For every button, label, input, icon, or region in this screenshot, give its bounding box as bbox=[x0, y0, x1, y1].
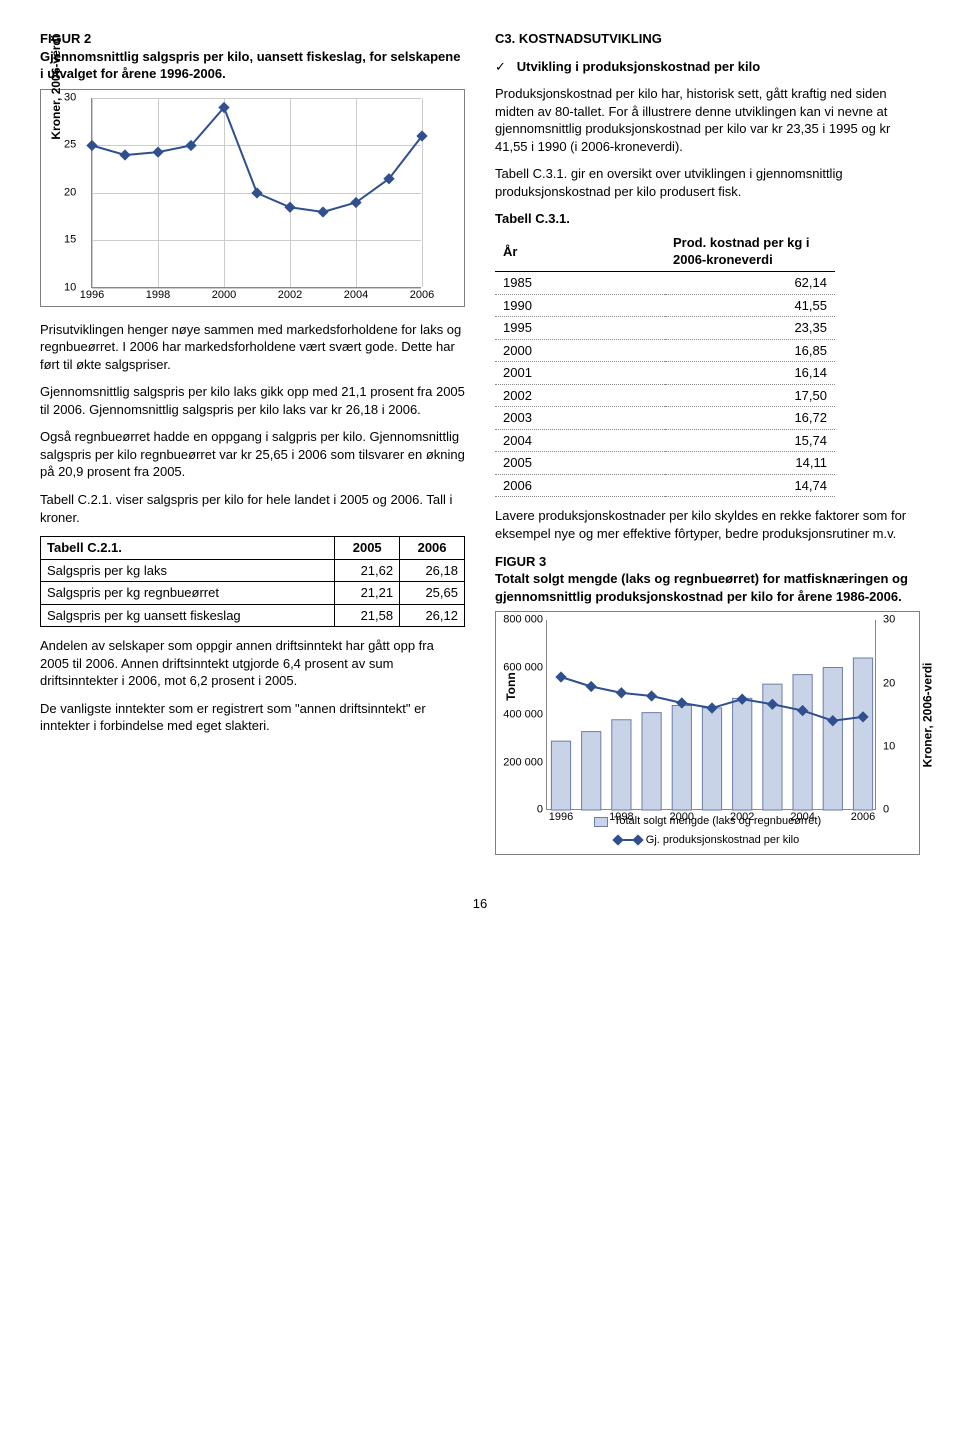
figure2-xtick: 2002 bbox=[278, 288, 302, 303]
table-c31-cell: 2006 bbox=[495, 474, 665, 497]
table-c31-cell: 2002 bbox=[495, 384, 665, 407]
table-c21-header: 2005 bbox=[335, 537, 400, 560]
table-c31-cell: 2004 bbox=[495, 429, 665, 452]
left-para4: Tabell C.2.1. viser salgspris per kilo f… bbox=[40, 491, 465, 526]
legend-swatch-line-icon bbox=[616, 839, 640, 841]
table-c31-cell: 16,14 bbox=[665, 362, 835, 385]
figure3-desc: Totalt solgt mengde (laks og regnbueørre… bbox=[495, 571, 908, 604]
figure2-title: FIGUR 2 Gjennomsnittlig salgspris per ki… bbox=[40, 30, 465, 83]
table-c31-cell: 2003 bbox=[495, 407, 665, 430]
figure3-ytick-right: 20 bbox=[883, 676, 895, 691]
figure2-xtick: 1996 bbox=[80, 288, 104, 303]
figure3-xtick: 1998 bbox=[609, 810, 633, 825]
figure2-xtick: 2006 bbox=[410, 288, 434, 303]
check-icon: ✓ bbox=[495, 59, 513, 74]
legend-line-text: Gj. produksjonskostnad per kilo bbox=[646, 833, 799, 848]
figure3-xtick: 2006 bbox=[851, 810, 875, 825]
table-c21-header: 2006 bbox=[400, 537, 465, 560]
table-c21-cell: 26,18 bbox=[400, 559, 465, 582]
table-c31-cell: 41,55 bbox=[665, 294, 835, 317]
left-para1: Prisutviklingen henger nøye sammen med m… bbox=[40, 321, 465, 374]
figure3-ytick-right: 0 bbox=[883, 803, 889, 818]
figure2-ytick: 15 bbox=[64, 233, 76, 248]
page-number: 16 bbox=[40, 895, 920, 913]
figure3-xtick: 2000 bbox=[670, 810, 694, 825]
grid-line bbox=[92, 288, 421, 289]
figure3-ytick-right: 30 bbox=[883, 613, 895, 628]
table-c31-cell: 1990 bbox=[495, 294, 665, 317]
legend-swatch-bars-icon bbox=[594, 817, 608, 827]
right-column: C3. KOSTNADSUTVIKLING ✓ Utvikling i prod… bbox=[495, 20, 920, 869]
figure3-label: FIGUR 3 bbox=[495, 554, 546, 569]
table-c31-cell: 14,11 bbox=[665, 452, 835, 475]
table-c31-cell: 2001 bbox=[495, 362, 665, 385]
table-c31-cell: 15,74 bbox=[665, 429, 835, 452]
left-para5: Andelen av selskaper som oppgir annen dr… bbox=[40, 637, 465, 690]
table-c21-cell: 26,12 bbox=[400, 604, 465, 627]
figure2-xtick: 2000 bbox=[212, 288, 236, 303]
figure3-xtick: 2002 bbox=[730, 810, 754, 825]
figure3-xtick: 1996 bbox=[549, 810, 573, 825]
grid-line bbox=[422, 98, 423, 287]
table-c31-header: År bbox=[495, 232, 665, 272]
table-c31-cell: 1985 bbox=[495, 272, 665, 295]
figure2-ytick: 10 bbox=[64, 280, 76, 295]
table-c21-cell: 21,62 bbox=[335, 559, 400, 582]
left-para2: Gjennomsnittlig salgspris per kilo laks … bbox=[40, 383, 465, 418]
table-c31-cell: 2000 bbox=[495, 339, 665, 362]
figure3-ytick-right: 10 bbox=[883, 739, 895, 754]
table-c31-cell: 62,14 bbox=[665, 272, 835, 295]
figure2-ytick: 30 bbox=[64, 90, 76, 105]
figure2-ytick: 20 bbox=[64, 185, 76, 200]
table-c31: ÅrProd. kostnad per kg i 2006-kroneverdi… bbox=[495, 232, 835, 498]
c3-bullet-text: Utvikling i produksjonskostnad per kilo bbox=[517, 59, 760, 74]
figure3-chart: TonnKroner, 2006-verdi0200 000400 000600… bbox=[495, 611, 920, 855]
c3-heading: C3. KOSTNADSUTVIKLING bbox=[495, 30, 920, 48]
table-c31-cell: 2005 bbox=[495, 452, 665, 475]
figure3-plot-area: TonnKroner, 2006-verdi0200 000400 000600… bbox=[546, 620, 876, 810]
table-c31-header: Prod. kostnad per kg i 2006-kroneverdi bbox=[665, 232, 835, 272]
table-c21: Tabell C.2.1.20052006 Salgspris per kg l… bbox=[40, 536, 465, 627]
figure3-ytick-left: 800 000 bbox=[495, 613, 543, 628]
figure3-legend-line: Gj. produksjonskostnad per kilo bbox=[506, 833, 909, 848]
figure2-xtick: 1998 bbox=[146, 288, 170, 303]
figure3-ylabel-right: Kroner, 2006-verdi bbox=[920, 662, 936, 767]
table-c31-title: Tabell C.3.1. bbox=[495, 210, 920, 228]
figure3-xtick: 2004 bbox=[790, 810, 814, 825]
table-c31-cell: 1995 bbox=[495, 317, 665, 340]
figure2-xtick: 2004 bbox=[344, 288, 368, 303]
table-c21-cell: Salgspris per kg uansett fiskeslag bbox=[41, 604, 335, 627]
table-c21-cell: 21,58 bbox=[335, 604, 400, 627]
table-c21-cell: 21,21 bbox=[335, 582, 400, 605]
figure2-desc: Gjennomsnittlig salgspris per kilo, uans… bbox=[40, 49, 460, 82]
figure2-plot-area: Kroner, 2006-verdi1015202530199619982000… bbox=[91, 98, 421, 288]
figure2-ylabel: Kroner, 2006-verdi bbox=[48, 35, 64, 140]
figure2-ytick: 25 bbox=[64, 138, 76, 153]
figure3-ytick-left: 200 000 bbox=[495, 755, 543, 770]
figure3-ytick-left: 600 000 bbox=[495, 660, 543, 675]
right-para3: Lavere produksjonskostnader per kilo sky… bbox=[495, 507, 920, 542]
table-c31-cell: 14,74 bbox=[665, 474, 835, 497]
table-c21-header: Tabell C.2.1. bbox=[41, 537, 335, 560]
figure3-title: FIGUR 3 Totalt solgt mengde (laks og reg… bbox=[495, 553, 920, 606]
figure3-ytick-left: 0 bbox=[495, 803, 543, 818]
table-c31-cell: 16,85 bbox=[665, 339, 835, 362]
figure3-ytick-left: 400 000 bbox=[495, 708, 543, 723]
left-para6: De vanligste inntekter som er registrert… bbox=[40, 700, 465, 735]
table-c21-cell: 25,65 bbox=[400, 582, 465, 605]
right-para2: Tabell C.3.1. gir en oversikt over utvik… bbox=[495, 165, 920, 200]
table-c21-cell: Salgspris per kg laks bbox=[41, 559, 335, 582]
left-para3: Også regnbueørret hadde en oppgang i sal… bbox=[40, 428, 465, 481]
c3-bullet: ✓ Utvikling i produksjonskostnad per kil… bbox=[495, 58, 920, 76]
table-c21-cell: Salgspris per kg regnbueørret bbox=[41, 582, 335, 605]
table-c31-cell: 17,50 bbox=[665, 384, 835, 407]
table-c31-cell: 16,72 bbox=[665, 407, 835, 430]
left-column: FIGUR 2 Gjennomsnittlig salgspris per ki… bbox=[40, 20, 465, 869]
figure3-ylabel-left: Tonn bbox=[503, 672, 519, 700]
right-para1: Produksjonskostnad per kilo har, histori… bbox=[495, 85, 920, 155]
table-c31-cell: 23,35 bbox=[665, 317, 835, 340]
figure2-chart: Kroner, 2006-verdi1015202530199619982000… bbox=[40, 89, 465, 307]
